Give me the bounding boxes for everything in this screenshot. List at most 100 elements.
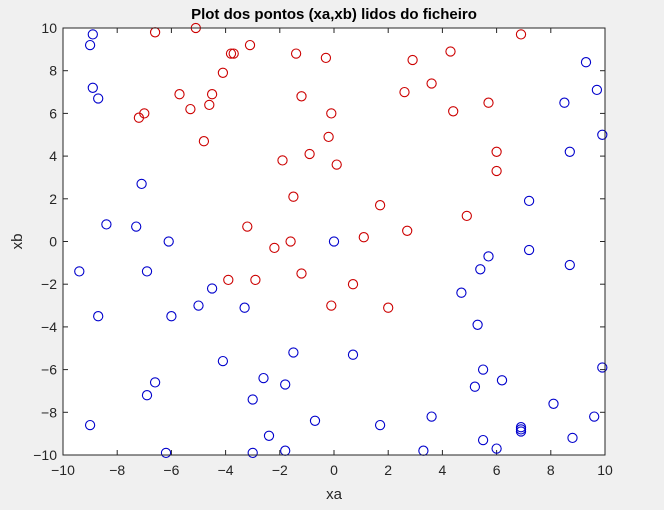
blue-data-point — [472, 319, 483, 330]
red-data-point — [206, 89, 218, 100]
blue-data-point — [309, 415, 321, 426]
blue-data-point — [247, 394, 258, 405]
y-axis-label: xb — [9, 234, 26, 250]
blue-data-point — [548, 398, 559, 409]
axes-frame — [62, 27, 606, 456]
blue-data-point — [101, 219, 112, 230]
blue-data-point — [564, 146, 575, 157]
red-data-point — [269, 242, 280, 254]
red-data-point — [174, 89, 185, 100]
x-tick-label: 0 — [330, 462, 338, 478]
x-axis-label: xa — [326, 486, 343, 503]
red-data-point — [320, 52, 332, 64]
red-data-point — [277, 155, 288, 166]
blue-data-point — [469, 381, 481, 392]
blue-data-point — [87, 82, 98, 93]
x-tick-label: 10 — [597, 462, 613, 478]
red-data-point — [288, 191, 299, 202]
red-data-point — [290, 48, 302, 59]
blue-data-point — [217, 355, 229, 367]
y-tick-label: −8 — [41, 404, 57, 420]
blue-data-point — [149, 377, 161, 388]
blue-data-point — [456, 287, 467, 298]
blue-data-point — [93, 311, 104, 322]
red-data-point — [483, 97, 494, 108]
blue-data-point — [347, 349, 359, 360]
red-data-point — [374, 200, 386, 211]
red-data-point — [448, 106, 459, 117]
y-tick-label: −6 — [41, 362, 57, 378]
blue-data-point — [496, 375, 508, 386]
y-tick-label: −2 — [41, 276, 57, 292]
blue-data-point — [84, 419, 96, 431]
blue-data-point — [280, 379, 291, 390]
red-data-point — [331, 159, 342, 170]
blue-data-point — [477, 364, 489, 375]
blue-data-point — [131, 221, 142, 232]
blue-data-point — [491, 443, 502, 454]
red-data-point — [491, 165, 502, 177]
blue-data-point — [559, 97, 570, 108]
red-data-point — [326, 300, 337, 311]
blue-data-point — [426, 411, 437, 422]
red-data-point — [358, 232, 369, 243]
red-data-point — [326, 108, 337, 119]
red-data-point — [296, 91, 307, 102]
blue-data-point — [160, 447, 172, 459]
blue-data-point — [591, 84, 603, 96]
x-tick-label: −6 — [163, 462, 179, 478]
blue-data-point — [247, 447, 258, 459]
red-data-point — [304, 148, 315, 160]
y-tick-label: 0 — [49, 234, 57, 250]
blue-data-point — [93, 93, 104, 104]
red-data-point — [223, 274, 234, 286]
blue-data-point — [141, 390, 153, 401]
blue-data-point — [84, 39, 96, 51]
blue-data-point — [136, 178, 147, 190]
blue-data-point — [166, 311, 177, 322]
blue-data-point — [87, 29, 98, 40]
y-tick-label: 4 — [49, 148, 57, 164]
blue-data-point — [523, 195, 535, 207]
y-tick-label: 8 — [49, 63, 57, 79]
red-data-point — [185, 103, 196, 115]
x-tick-label: 4 — [439, 462, 447, 478]
x-tick-label: −10 — [51, 462, 75, 478]
x-tick-label: −4 — [218, 462, 234, 478]
axes-background — [63, 28, 605, 455]
blue-data-point — [163, 236, 174, 247]
blue-data-point — [589, 411, 600, 422]
x-tick-label: 6 — [493, 462, 501, 478]
red-data-point — [133, 112, 145, 123]
red-data-point — [225, 48, 237, 59]
blue-data-point — [288, 347, 299, 358]
blue-data-point — [328, 236, 340, 247]
x-tick-label: 8 — [547, 462, 555, 478]
red-data-point — [296, 268, 307, 279]
x-tick-label: 2 — [384, 462, 392, 478]
data-points — [74, 22, 608, 459]
red-data-point — [515, 29, 527, 40]
y-tick-label: 6 — [49, 105, 57, 121]
red-data-point — [228, 48, 239, 59]
tick-labels: −10 −8 −6 −4 −2 0 2 4 6 8 10 −10 −8 −6 −4 −2 0 2 4 6 8 10 — [33, 20, 613, 478]
blue-data-point — [477, 434, 489, 446]
red-data-point — [250, 274, 261, 286]
red-data-point — [399, 86, 410, 98]
red-data-point — [426, 78, 437, 89]
y-tick-label: 10 — [41, 20, 57, 36]
blue-data-point — [263, 430, 275, 441]
blue-data-point — [374, 419, 386, 431]
red-data-point — [347, 279, 359, 290]
blue-data-point — [597, 362, 608, 373]
blue-data-point — [239, 302, 250, 313]
blue-data-point — [475, 264, 486, 275]
red-data-point — [461, 210, 472, 222]
blue-data-point — [564, 259, 575, 271]
blue-data-point — [483, 251, 494, 262]
red-data-point — [383, 302, 394, 313]
red-data-point — [323, 131, 334, 143]
y-tick-label: 2 — [49, 191, 57, 207]
